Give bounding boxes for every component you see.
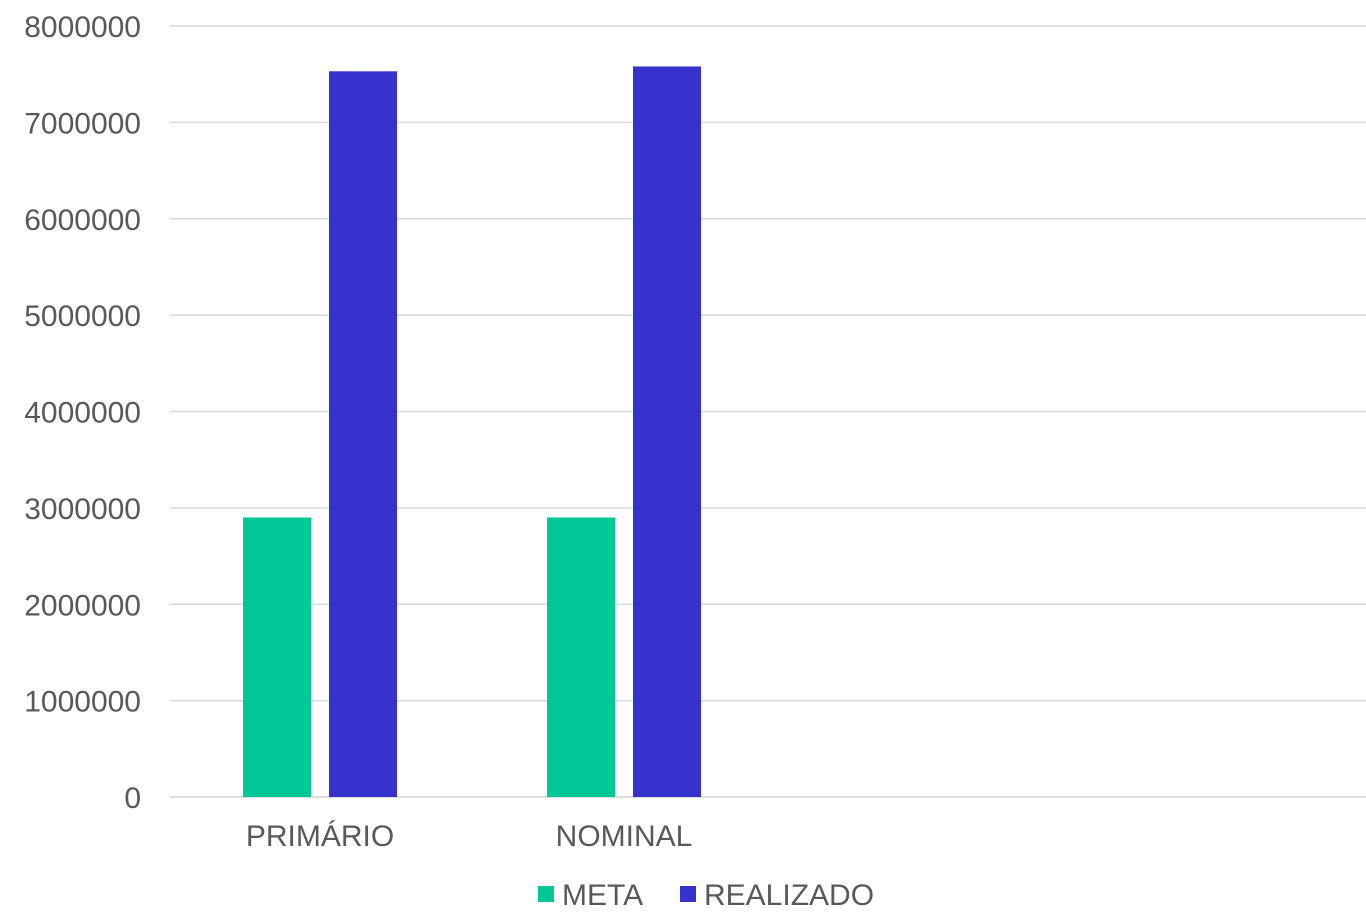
bar-realizado-nominal <box>633 66 701 798</box>
y-tick-label: 3000000 <box>24 493 141 526</box>
y-tick-label: 8000000 <box>24 11 141 44</box>
legend: META REALIZADO <box>538 879 874 912</box>
y-tick-label: 6000000 <box>24 204 141 237</box>
x-axis-categories: PRIMÁRIO NOMINAL <box>246 820 693 853</box>
bar-meta-nominal <box>547 517 615 797</box>
legend-swatch-meta <box>538 886 554 902</box>
y-tick-label: 4000000 <box>24 397 141 430</box>
legend-label-meta: META <box>562 879 643 907</box>
bar-realizado-primario <box>329 71 397 797</box>
bars <box>243 66 701 798</box>
y-tick-label: 0 <box>124 782 141 815</box>
x-category-label: NOMINAL <box>556 820 693 853</box>
legend-label-realizado: REALIZADO <box>704 879 874 907</box>
bar-meta-primario <box>243 517 311 797</box>
y-tick-label: 2000000 <box>24 589 141 622</box>
legend-swatch-realizado <box>680 886 696 902</box>
y-tick-label: 5000000 <box>24 300 141 333</box>
x-category-label: PRIMÁRIO <box>246 820 394 853</box>
y-axis-ticks: 0 1000000 2000000 3000000 4000000 5000000 6000… <box>24 11 141 815</box>
y-tick-label: 1000000 <box>24 686 141 719</box>
y-tick-label: 7000000 <box>24 107 141 140</box>
